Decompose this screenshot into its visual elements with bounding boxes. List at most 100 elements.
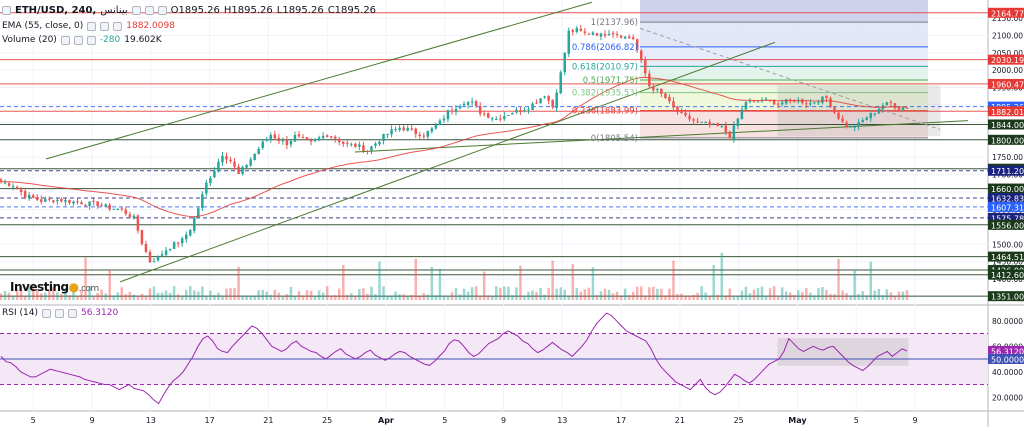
candle-body	[825, 96, 828, 98]
volume-bar	[740, 290, 744, 300]
volume-bar	[793, 294, 796, 300]
candle-body	[491, 118, 494, 120]
close-icon[interactable]	[113, 22, 123, 31]
volume-bar	[221, 296, 224, 300]
candle-body	[503, 116, 506, 120]
candle-body	[611, 32, 615, 35]
close-icon[interactable]	[86, 36, 96, 45]
visibility-icon[interactable]	[41, 309, 51, 318]
candle-body	[0, 179, 3, 182]
settings-icon[interactable]	[144, 6, 154, 15]
candle-body	[728, 131, 732, 139]
rsi-value: 56.3120	[80, 308, 119, 318]
close-icon[interactable]	[67, 309, 77, 318]
volume-bar	[301, 295, 305, 300]
time-tick-label: 25	[734, 416, 744, 425]
volume-bar	[595, 294, 599, 300]
volume-bar	[285, 294, 289, 300]
volume-bar	[72, 290, 75, 300]
volume-bar	[760, 286, 764, 300]
time-tick-label: 5	[442, 416, 447, 425]
visibility-icon[interactable]	[131, 6, 141, 15]
collapse-icon[interactable]	[2, 6, 11, 15]
candle-body	[704, 122, 707, 124]
trendline	[119, 41, 776, 283]
volume-bar	[788, 292, 792, 300]
volume-bar	[619, 296, 623, 300]
volume-bar	[438, 268, 442, 300]
candle-body	[205, 182, 208, 194]
volume-bar	[776, 296, 780, 300]
volume-bar	[579, 291, 583, 300]
candle-body	[297, 134, 301, 137]
candle-body	[478, 106, 482, 114]
volume-bar	[164, 290, 168, 300]
price-marker-box	[988, 119, 1024, 130]
volume-bar	[676, 294, 679, 300]
candle-body	[27, 194, 31, 199]
candle-body	[386, 133, 389, 135]
rsi-legend: RSI (14) 56.3120	[2, 308, 118, 319]
candles	[0, 25, 909, 263]
volume-bar	[857, 293, 860, 300]
candle-body	[394, 128, 397, 130]
settings-icon[interactable]	[54, 309, 64, 318]
volume-bar	[410, 295, 413, 300]
volume-bar	[829, 293, 832, 300]
volume-bar	[116, 292, 120, 300]
settings-icon[interactable]	[73, 36, 83, 45]
volume-bar	[56, 292, 59, 300]
price-marker-box	[988, 165, 1024, 176]
settings-icon[interactable]	[100, 22, 110, 31]
close-icon[interactable]	[157, 6, 167, 15]
time-tick-label: 21	[263, 416, 273, 425]
candle-body	[724, 125, 728, 133]
visibility-icon[interactable]	[87, 22, 97, 31]
candle-body	[358, 144, 361, 147]
volume-bar	[813, 295, 816, 300]
candle-body	[474, 101, 478, 106]
candle-body	[144, 243, 148, 252]
candle-body	[527, 109, 530, 111]
candle-body	[539, 98, 542, 104]
candle-body	[688, 115, 691, 120]
candle-body	[639, 50, 643, 60]
fib-zone	[640, 80, 928, 93]
volume-bar	[84, 257, 87, 300]
candle-body	[579, 28, 583, 31]
volume-bar	[346, 294, 349, 300]
visibility-icon[interactable]	[60, 36, 70, 45]
volume-bar	[100, 289, 103, 300]
volume-bar	[156, 292, 160, 300]
volume-bar	[853, 269, 856, 300]
volume-bar	[265, 291, 269, 300]
time-tick-label: 17	[616, 416, 626, 425]
candle-body	[764, 98, 768, 100]
volume-bar	[809, 292, 812, 300]
price-tick-label: 2000.00	[992, 66, 1023, 75]
candle-body	[333, 136, 337, 139]
volume-bar	[406, 296, 409, 300]
candle-body	[752, 101, 756, 103]
volume-bar	[152, 286, 156, 300]
candle-body	[772, 99, 776, 105]
fib-label: 0.618(2010.97)	[572, 62, 638, 72]
price-marker-box	[988, 193, 1024, 204]
volume-bar	[458, 294, 462, 300]
candle-body	[366, 150, 369, 152]
ema-legend: EMA (55, close, 0) 1882.0098	[2, 21, 175, 32]
price-marker-box	[988, 106, 1024, 117]
candle-body	[337, 138, 341, 143]
price-marker-label: 1556.00	[991, 221, 1024, 230]
volume-bar	[241, 295, 244, 300]
candle-body	[120, 208, 124, 210]
volume-bar	[386, 296, 389, 300]
price-marker-label: 1464.51	[991, 253, 1024, 262]
price-marker-box	[988, 291, 1024, 302]
volume-bar	[281, 296, 285, 300]
candle-body	[342, 141, 345, 144]
volume-bar	[329, 295, 333, 300]
volume-bar	[402, 294, 405, 300]
volume-bar	[885, 289, 889, 300]
